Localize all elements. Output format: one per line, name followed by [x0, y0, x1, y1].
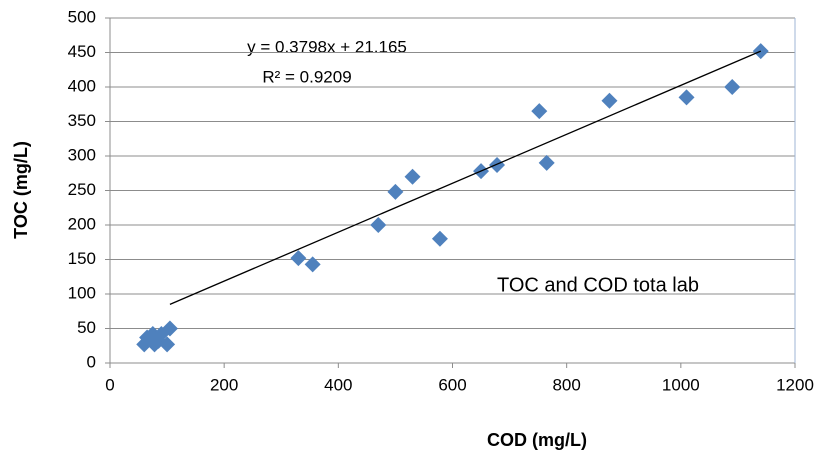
y-tick-label: 250	[68, 180, 96, 199]
point	[370, 217, 387, 233]
x-tick-label: 400	[324, 375, 352, 394]
y-axis-label: TOC (mg/L)	[11, 141, 31, 239]
point	[538, 154, 555, 171]
point	[290, 250, 307, 267]
point	[601, 92, 618, 109]
y-tick-label: 200	[68, 214, 96, 233]
x-tick-label: 1000	[662, 375, 700, 394]
point	[724, 79, 741, 95]
point	[489, 156, 506, 173]
series-label: TOC and COD tota lab	[497, 274, 699, 296]
point	[161, 320, 178, 337]
y-tick-label: 400	[68, 76, 96, 95]
x-tick-label: 1200	[776, 375, 814, 394]
point	[678, 89, 695, 106]
point	[387, 183, 404, 200]
r-squared: R² = 0.9209	[262, 67, 351, 86]
trendline	[169, 50, 762, 305]
point	[304, 256, 321, 273]
x-tick-label: 200	[210, 375, 238, 394]
x-axis-label: COD (mg/L)	[487, 430, 587, 450]
y-tick-label: 0	[87, 352, 96, 371]
point	[404, 168, 421, 185]
y-tick-label: 100	[68, 283, 96, 302]
point	[159, 336, 176, 353]
trend-equation: y = 0.3798x + 21.165	[247, 37, 407, 56]
y-tick-label: 150	[68, 249, 96, 268]
x-tick-label: 600	[438, 375, 466, 394]
point	[431, 230, 448, 247]
y-tick-label: 50	[77, 318, 96, 337]
point	[531, 103, 548, 120]
x-tick-label: 0	[105, 375, 114, 394]
y-tick-label: 300	[68, 145, 96, 164]
y-tick-label: 450	[68, 42, 96, 61]
y-tick-label: 350	[68, 111, 96, 130]
y-tick-label: 500	[68, 7, 96, 26]
x-tick-label: 800	[552, 375, 580, 394]
